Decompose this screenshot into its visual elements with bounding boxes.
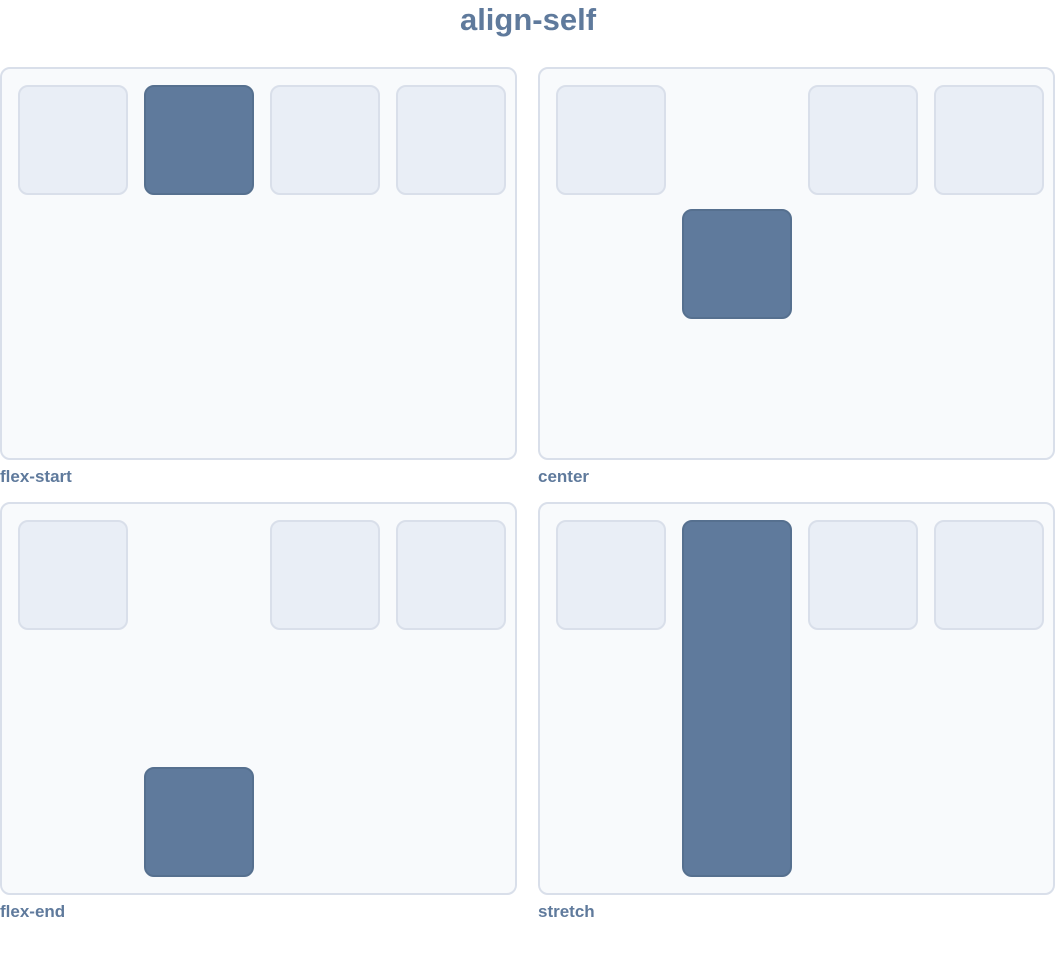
flex-item <box>396 520 506 630</box>
flex-item <box>808 85 918 195</box>
flex-container <box>538 502 1055 895</box>
flex-container <box>0 502 517 895</box>
highlighted-flex-item <box>682 520 792 877</box>
flex-item <box>18 85 128 195</box>
flex-container <box>0 67 517 460</box>
page-title: align-self <box>459 2 597 37</box>
highlighted-flex-item <box>682 208 792 319</box>
panel-flex-end: flex-end <box>0 502 517 922</box>
flex-item <box>556 520 666 630</box>
panel-center: center <box>538 67 1055 487</box>
panel-label: flex-start <box>0 467 72 486</box>
flex-item <box>556 85 666 195</box>
panel-label: center <box>538 467 590 486</box>
panel-stretch: stretch <box>538 502 1055 922</box>
flex-item <box>270 85 380 195</box>
flex-item <box>934 520 1044 630</box>
highlighted-flex-item <box>144 767 254 877</box>
panel-flex-start: flex-start <box>0 67 517 487</box>
highlighted-flex-item <box>144 85 254 195</box>
panel-label: stretch <box>538 902 595 921</box>
flex-item <box>18 520 128 630</box>
panel-label: flex-end <box>0 902 66 921</box>
flex-item <box>934 85 1044 195</box>
flex-item <box>270 520 380 630</box>
flex-item <box>808 520 918 630</box>
flex-container <box>538 67 1055 460</box>
flex-item <box>396 85 506 195</box>
